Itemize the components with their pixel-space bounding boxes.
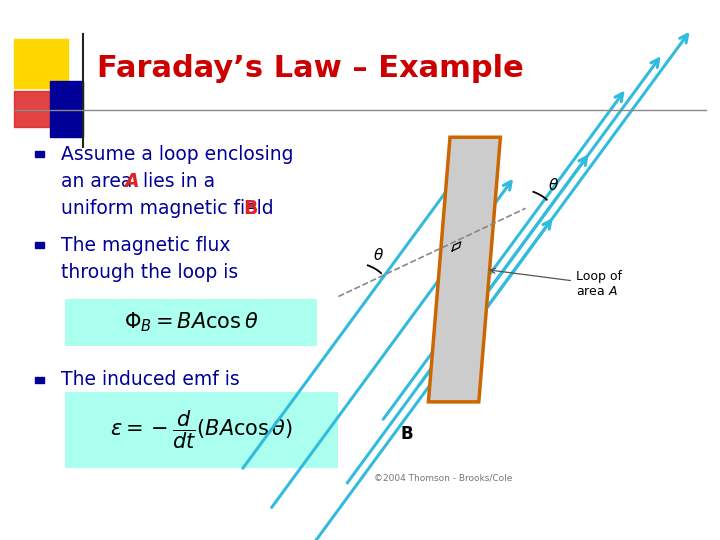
Text: Assume a loop enclosing: Assume a loop enclosing bbox=[61, 145, 294, 164]
Text: $\mathbf{B}$: $\mathbf{B}$ bbox=[400, 425, 413, 443]
Text: Faraday’s Law – Example: Faraday’s Law – Example bbox=[97, 54, 524, 83]
Text: ©2004 Thomson - Brooks/Cole: ©2004 Thomson - Brooks/Cole bbox=[374, 474, 513, 482]
Text: through the loop is: through the loop is bbox=[61, 262, 238, 281]
Text: $\theta$: $\theta$ bbox=[374, 247, 384, 262]
Bar bbox=[14, 39, 68, 88]
Bar bbox=[35, 377, 44, 383]
Text: Loop of
area $A$: Loop of area $A$ bbox=[490, 268, 622, 298]
Text: The magnetic flux: The magnetic flux bbox=[61, 235, 230, 254]
Bar bbox=[35, 242, 44, 248]
Polygon shape bbox=[428, 137, 500, 402]
Text: lies in a: lies in a bbox=[137, 172, 215, 191]
Bar bbox=[14, 91, 76, 127]
Text: $\varepsilon = -\dfrac{d}{dt}(BA\cos\theta)$: $\varepsilon = -\dfrac{d}{dt}(BA\cos\the… bbox=[110, 409, 293, 451]
Bar bbox=[50, 81, 83, 137]
Bar bbox=[65, 299, 317, 346]
Text: The induced emf is: The induced emf is bbox=[61, 370, 240, 389]
Text: an area: an area bbox=[61, 172, 138, 191]
Text: A: A bbox=[125, 172, 139, 191]
Text: $\Phi_B = BA\cos\theta$: $\Phi_B = BA\cos\theta$ bbox=[124, 310, 258, 334]
Text: uniform magnetic field: uniform magnetic field bbox=[61, 199, 280, 218]
Text: $\theta$: $\theta$ bbox=[548, 177, 559, 193]
Bar bbox=[65, 392, 338, 468]
Text: B: B bbox=[243, 199, 258, 218]
Bar bbox=[35, 151, 44, 157]
